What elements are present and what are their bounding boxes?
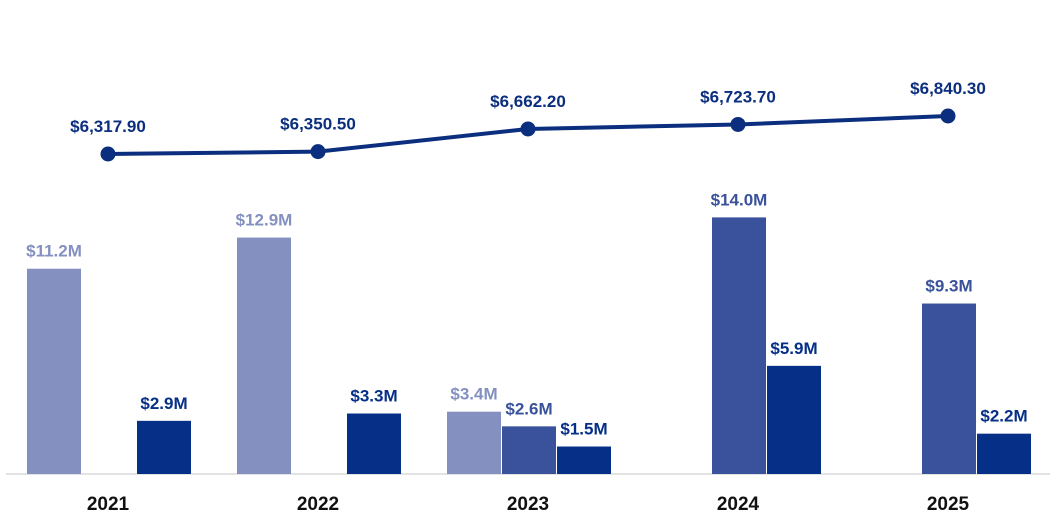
category-labels-layer: 2021 2022 2023 2024 2025 (87, 494, 970, 515)
line-point-2024 (730, 116, 746, 132)
bar-labels-layer: $11.2M $12.9M $3.4M $2.6M $14.0M $9.3M $2.9M $3… (26, 190, 1028, 438)
line-value-label: $6,317.90 (70, 117, 146, 136)
bar-2023-series-3 (557, 446, 611, 474)
x-tick-label: 2021 (87, 494, 130, 515)
bar-2022-series-3 (347, 413, 401, 474)
bar-value-label: $9.3M (925, 277, 972, 296)
line-point-2021 (100, 146, 116, 162)
line-point-2022 (310, 144, 326, 160)
line-value-label: $6,840.30 (910, 79, 986, 98)
x-tick-label: 2025 (927, 494, 970, 515)
bar-value-label: $2.9M (140, 394, 187, 413)
x-tick-label: 2022 (297, 494, 339, 515)
bar-value-label: $11.2M (26, 242, 82, 261)
x-tick-label: 2024 (717, 494, 760, 515)
bar-2021-series-1 (27, 268, 81, 474)
bar-value-label: $2.6M (505, 399, 552, 418)
bar-2023-series-1 (447, 411, 501, 474)
bar-value-label: $5.9M (770, 339, 817, 358)
bar-2021-series-3 (137, 420, 191, 474)
bars-layer (27, 217, 1031, 474)
line-value-label: $6,662.20 (490, 92, 566, 111)
bar-value-label: $1.5M (560, 420, 607, 439)
bar-value-label: $3.4M (450, 385, 497, 404)
bar-value-label: $12.9M (236, 211, 293, 230)
line-value-label: $6,723.70 (700, 87, 776, 106)
bar-2024-series-3 (767, 365, 821, 474)
bar-value-label: $3.3M (350, 387, 397, 406)
bar-2025-series-3 (977, 433, 1031, 474)
line-value-label: $6,350.50 (280, 115, 356, 134)
bar-2025-series-2 (922, 303, 976, 474)
line-point-2025 (940, 108, 956, 124)
bar-value-label: $2.2M (980, 407, 1027, 426)
bar-2022-series-1 (237, 237, 291, 474)
bar-value-label: $14.0M (711, 190, 768, 209)
line-layer: $6,317.90 $6,350.50 $6,662.20 $6,723.70 $6,8… (70, 79, 986, 162)
bar-2023-series-2 (502, 426, 556, 474)
x-tick-label: 2023 (507, 494, 549, 515)
line-point-2023 (520, 121, 536, 137)
bar-2024-series-2 (712, 217, 766, 474)
